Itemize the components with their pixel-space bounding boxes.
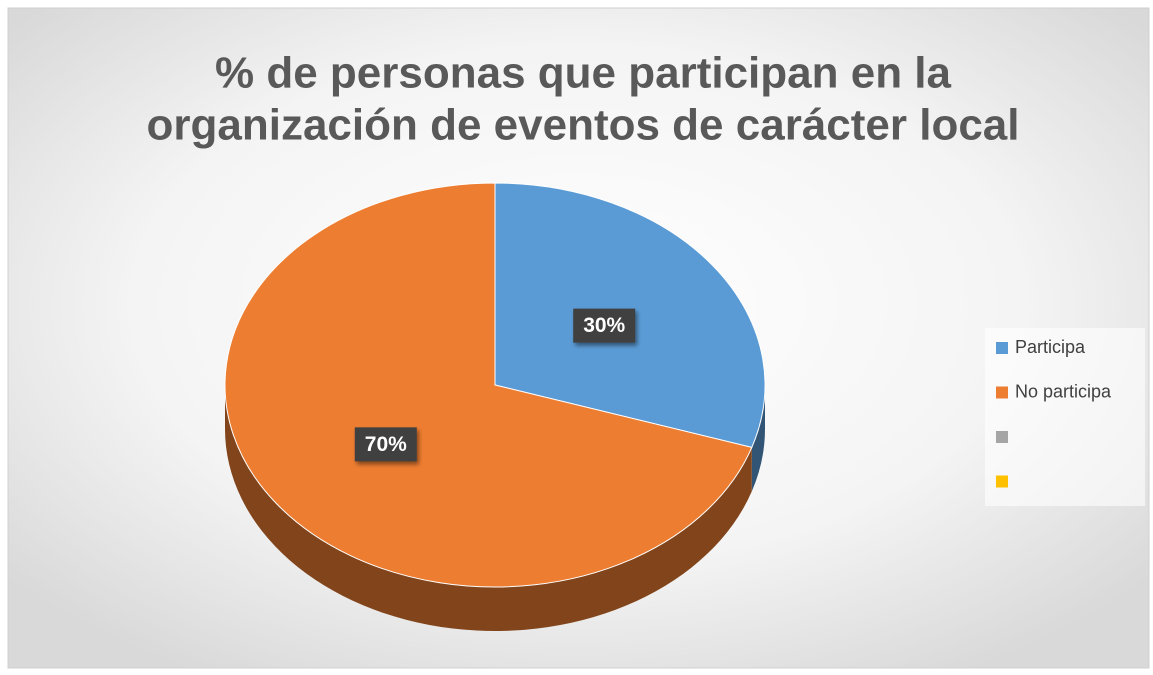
legend-swatch <box>996 386 1008 399</box>
slice-side <box>224 385 752 632</box>
legend-swatch <box>996 475 1008 488</box>
data-label-box <box>354 427 417 462</box>
slice <box>224 182 753 588</box>
legend-label: No participa <box>1015 381 1112 401</box>
legend-label: Participa <box>1015 337 1086 357</box>
data-label-box <box>573 308 636 343</box>
chart-title: organización de eventos de carácter loca… <box>147 101 1020 150</box>
legend-swatch <box>996 431 1008 443</box>
legend-box <box>985 328 1145 506</box>
legend-swatch <box>996 342 1008 354</box>
chart-title: % de personas que participan en la <box>215 49 952 98</box>
data-label: 70% <box>365 433 407 456</box>
data-label: 30% <box>583 314 625 337</box>
slice-side <box>751 385 765 492</box>
